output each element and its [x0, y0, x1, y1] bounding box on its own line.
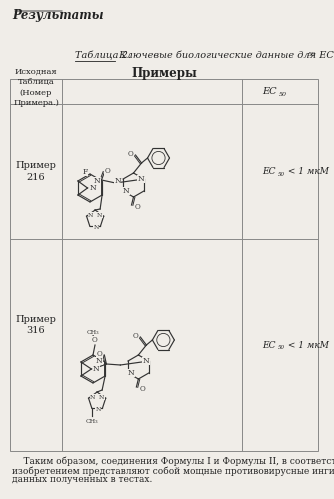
Text: 50: 50 [279, 91, 287, 96]
Text: N: N [94, 225, 99, 230]
Text: N: N [90, 395, 95, 400]
Text: N: N [96, 407, 101, 412]
Text: N: N [142, 357, 149, 365]
Text: < 1 мкМ: < 1 мкМ [285, 340, 329, 349]
Text: O: O [135, 203, 140, 211]
Text: N: N [99, 395, 104, 400]
Text: 50: 50 [278, 172, 285, 177]
Text: Таблица 2.: Таблица 2. [75, 51, 131, 60]
Text: N: N [89, 184, 96, 192]
Text: O: O [105, 167, 110, 175]
Text: 50: 50 [278, 345, 285, 350]
Text: O: O [133, 332, 138, 340]
Text: Результаты: Результаты [12, 9, 104, 22]
Text: N: N [96, 357, 103, 365]
Text: ЕС: ЕС [263, 167, 276, 176]
Text: изобретением представляют собой мощные противовирусные ингибиторы, исходя из: изобретением представляют собой мощные п… [12, 466, 334, 476]
Text: ЕС: ЕС [263, 87, 277, 96]
Text: N: N [128, 369, 134, 377]
Bar [10, 79, 318, 451]
Text: 50: 50 [308, 52, 316, 57]
Text: N: N [138, 175, 144, 183]
Text: O: O [140, 385, 145, 393]
Text: Исходная
Таблица
(Номер
Примера.): Исходная Таблица (Номер Примера.) [13, 68, 59, 107]
Text: Пример
216: Пример 216 [16, 161, 56, 182]
Text: N: N [123, 187, 130, 195]
Text: N: N [114, 177, 121, 185]
Text: Примеры: Примеры [131, 67, 197, 80]
Text: F: F [82, 168, 88, 176]
Text: Пример
316: Пример 316 [16, 314, 56, 335]
Text: N: N [88, 213, 93, 218]
Text: Ключевые биологические данные для ЕС: Ключевые биологические данные для ЕС [116, 51, 334, 60]
Text: N: N [94, 177, 101, 185]
Text: N: N [93, 365, 100, 373]
Text: CH₃: CH₃ [87, 329, 99, 334]
Text: O: O [92, 336, 98, 344]
Text: < 1 мкМ: < 1 мкМ [285, 167, 329, 176]
Text: Таким образом, соединения Формулы I и Формулы II, в соответствии с настоящим: Таким образом, соединения Формулы I и Фо… [12, 457, 334, 467]
Text: O: O [128, 150, 133, 158]
Text: O: O [97, 350, 102, 358]
Text: ЕС: ЕС [263, 340, 276, 349]
Text: CH₃: CH₃ [86, 419, 98, 424]
Text: данных полученных в тестах.: данных полученных в тестах. [12, 475, 152, 484]
Text: N: N [97, 213, 103, 218]
